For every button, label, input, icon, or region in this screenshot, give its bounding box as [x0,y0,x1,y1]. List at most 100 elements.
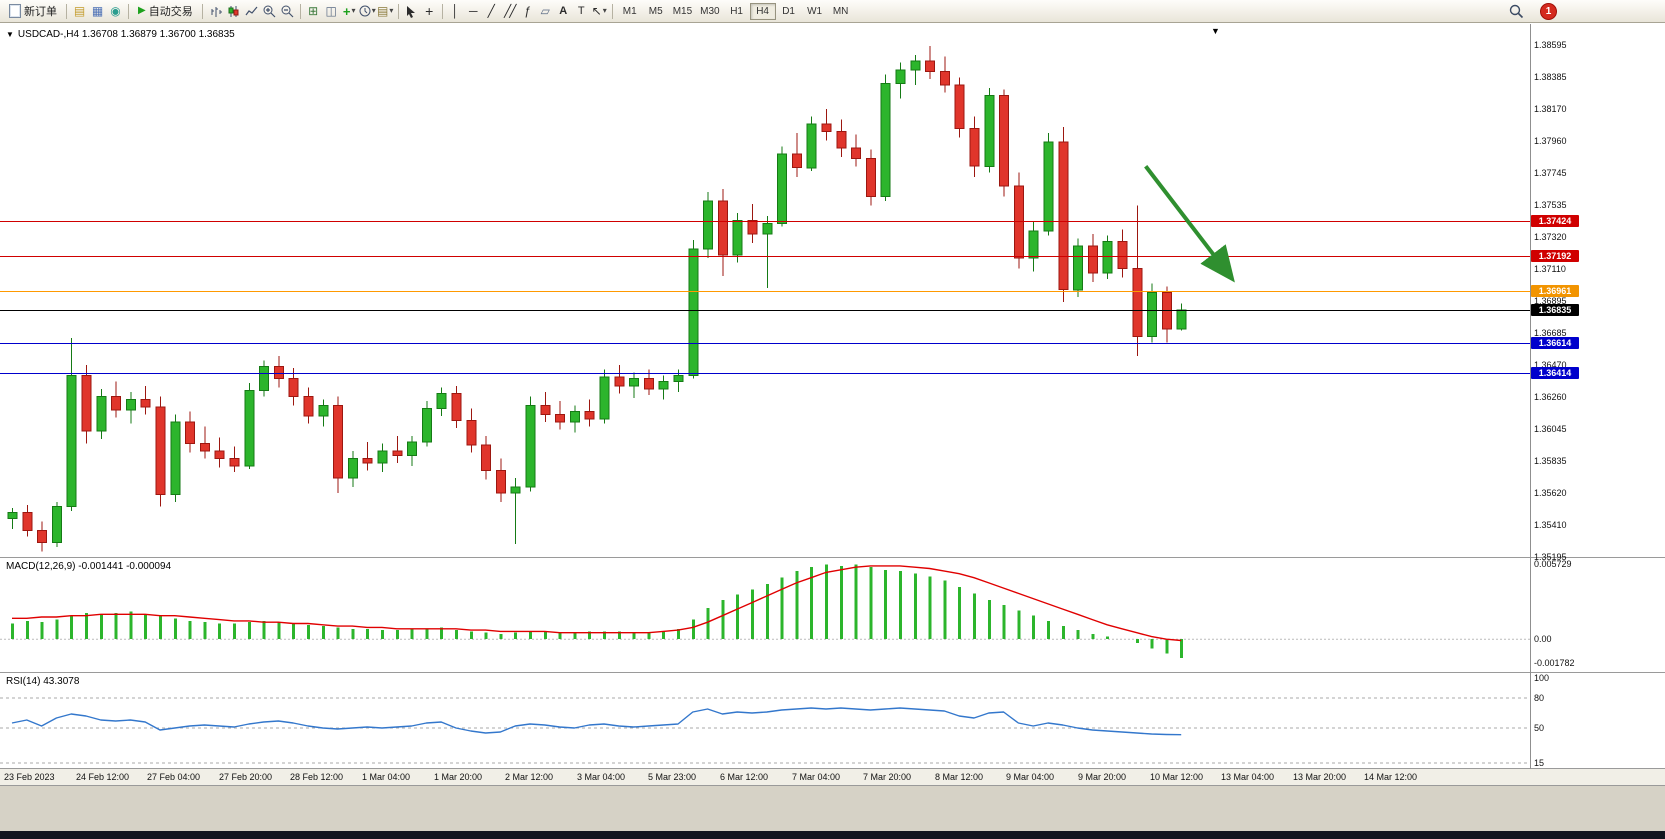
chart-title-text: USDCAD-,H4 1.36708 1.36879 1.36700 1.368… [17,29,235,40]
timeframe-button-w1[interactable]: W1 [802,3,828,20]
chart-menu-icon[interactable]: ▼ [6,30,14,39]
candle-body [540,405,551,416]
shapes-icon[interactable]: ▱ [540,4,550,18]
notification-badge[interactable]: 1 [1540,2,1557,20]
navigator-icon[interactable]: ◉ [110,4,121,18]
timeframe-button-h1[interactable]: H1 [724,3,750,20]
candle-body [318,405,329,417]
rsi-tick-label: 15 [1534,758,1545,768]
time-axis[interactable]: 23 Feb 2023 24 Feb 12:00 27 Feb 04:00 27 Fe… [0,769,1665,786]
pane-divider[interactable] [0,557,1665,558]
text-icon[interactable]: A [559,4,568,17]
rsi-tick-label: 80 [1534,693,1545,703]
candle-body [673,375,684,382]
candle-body [806,123,817,169]
candle-body [81,375,92,432]
macd-tick-label: 0.00 [1534,634,1552,644]
zoom-out-icon[interactable] [279,3,296,20]
candle-body [170,421,181,496]
crosshair-icon[interactable]: + [425,3,434,19]
chart-shift-marker[interactable]: ▼ [1211,26,1220,36]
line-chart-type-icon[interactable] [243,3,260,20]
time-tick-label: 7 Mar 20:00 [863,772,912,782]
time-tick-label: 23 Feb 2023 [4,772,55,782]
candle-body [451,393,462,422]
price-tick-label: 1.37110 [1534,264,1566,274]
candle-body [614,376,625,387]
price-tick-label: 1.35620 [1534,488,1567,498]
timeframe-button-m30[interactable]: M30 [696,3,723,20]
data-window-icon[interactable]: ▦ [91,4,104,18]
candle-body [851,147,862,160]
auto-trading-button[interactable]: ▶ 自动交易 [133,2,198,21]
price-tick-label: 1.36685 [1534,328,1567,338]
timeframe-button-d1[interactable]: D1 [776,3,802,20]
search-icon[interactable] [1508,3,1525,20]
market-watch-icon[interactable]: ▤ [73,4,86,18]
candle-body [51,506,62,544]
candle-body [865,158,876,197]
timeframe-button-mn[interactable]: MN [828,3,854,20]
price-chart-pane[interactable] [0,27,1530,558]
horizontal-line-icon[interactable]: ─ [468,4,478,18]
candle-body [362,457,373,464]
candle-body [836,131,847,149]
candle-body [658,381,669,390]
indicators-icon[interactable]: + ▾ [342,3,356,19]
candle-body [96,396,107,432]
rsi-indicator-pane[interactable] [0,673,1530,768]
rsi-line [11,707,1182,736]
level-price-badge: 1.36614 [1531,337,1579,349]
candle-body [584,411,595,420]
fibonacci-icon[interactable]: ƒ [523,4,531,18]
timeframe-toolbar: M1 M5 M15 M30 H1 H4 D1 W1 MN [617,2,854,20]
new-order-button[interactable]: 新订单 [4,2,62,21]
timeframe-button-m1[interactable]: M1 [617,3,643,20]
price-tick-label: 1.35835 [1534,456,1567,466]
timeframe-button-h4[interactable]: H4 [749,2,776,20]
timeframe-button-m5[interactable]: M5 [643,3,669,20]
pane-divider[interactable] [0,672,1665,673]
candle-body [1073,245,1084,291]
rsi-label: RSI(14) 43.3078 [6,676,80,687]
price-tick-label: 1.38385 [1534,72,1567,82]
macd-label: MACD(12,26,9) -0.001441 -0.000094 [6,561,172,572]
timeframe-button-m15[interactable]: M15 [669,3,696,20]
macd-signal-line [12,565,1182,642]
level-price-badge: 1.36414 [1531,367,1579,379]
candle-body [185,421,196,444]
candle-body [229,457,240,467]
candle-body [762,223,773,235]
toolbar-separator [299,3,301,19]
periods-icon[interactable]: ▾ [359,3,376,20]
trend-arrow[interactable] [1144,165,1235,283]
time-tick-label: 28 Feb 12:00 [290,772,344,782]
chevron-down-icon: ▾ [351,6,356,15]
arrows-icon[interactable]: ↖ ▾ [591,4,607,18]
label-icon[interactable]: T [577,4,585,17]
candle-body [1117,241,1128,270]
channel-icon[interactable]: ╱╱ [503,4,516,18]
macd-indicator-pane[interactable] [0,558,1530,672]
cascade-windows-icon[interactable]: ◫ [325,4,337,18]
bar-chart-type-icon[interactable] [207,3,224,20]
candle-body [347,457,358,479]
tile-windows-icon[interactable]: ⊞ [308,4,319,18]
candle-body [954,84,965,130]
new-order-icon [9,4,21,18]
trendline-icon[interactable]: ╱ [487,4,495,18]
vertical-line-icon[interactable]: │ [451,4,459,18]
candle-body [1028,230,1039,259]
chevron-down-icon: ▾ [602,6,607,15]
cursor-icon[interactable] [403,3,420,20]
price-tick-label: 1.36260 [1534,392,1567,402]
candle-body [436,393,447,410]
price-axis[interactable]: 1.38595 1.38385 1.38170 1.37960 1.37745 1.375… [1531,23,1665,769]
price-tick-label: 1.38170 [1534,104,1567,114]
zoom-in-icon[interactable] [261,3,278,20]
rsi-tick-label: 100 [1534,673,1550,683]
window-bottom-area [0,786,1665,831]
candlestick-type-icon[interactable] [225,3,242,20]
templates-icon[interactable]: ▤ ▾ [377,4,394,18]
level-price-badge: 1.36961 [1531,285,1579,297]
